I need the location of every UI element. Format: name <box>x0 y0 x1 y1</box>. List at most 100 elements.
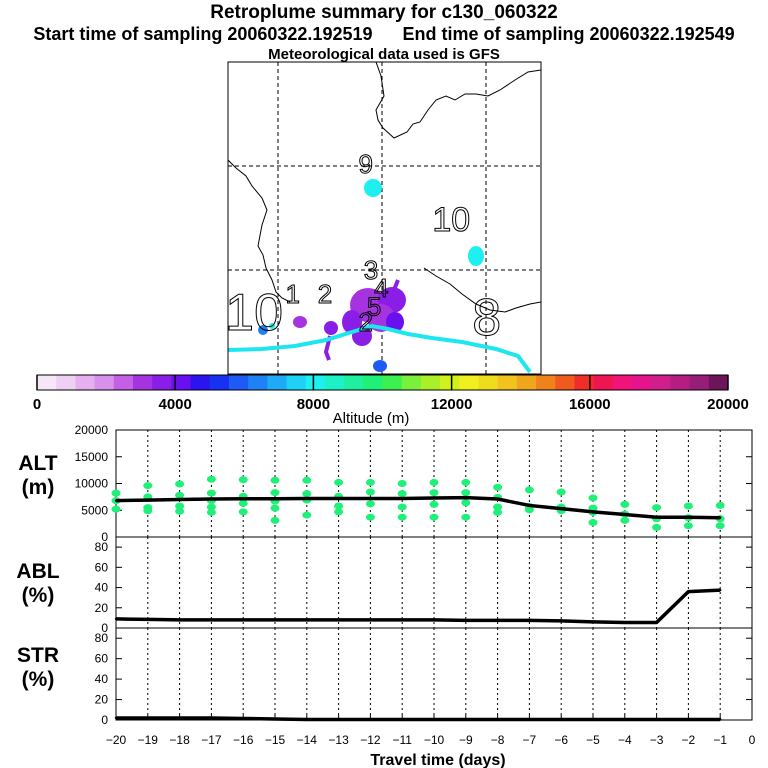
particle-point <box>143 504 153 512</box>
particle-point <box>365 488 375 496</box>
series-point <box>146 618 149 621</box>
particle-point <box>302 511 312 519</box>
colorbar-tick-label: 16000 <box>569 396 611 413</box>
timeseries-panels: 05000100001500020000ALT(m)020406080ABL(%… <box>16 423 755 768</box>
particle-point <box>270 516 280 524</box>
series-point <box>337 618 340 622</box>
plume-streak <box>391 279 402 300</box>
series-point <box>432 618 436 622</box>
y-tick-label: 60 <box>95 560 109 574</box>
x-tick-label: −6 <box>554 733 568 747</box>
sampling-times: Start time of sampling 20060322.192519 En… <box>0 24 768 45</box>
colorbar-cell <box>689 375 710 390</box>
colorbar-cell <box>708 375 729 390</box>
y-axis-label: ALT <box>18 452 57 475</box>
x-tick-label: −11 <box>392 733 412 747</box>
x-tick-label: −5 <box>586 733 600 747</box>
particle-point <box>652 504 662 512</box>
series-point <box>305 497 308 500</box>
colorbar-cell <box>401 375 422 390</box>
colorbar-tick-label: 4000 <box>159 396 192 413</box>
series-point <box>369 497 372 500</box>
particle-point <box>715 522 725 530</box>
particle-point <box>111 489 121 497</box>
plume-blob <box>364 179 382 197</box>
y-tick-label: 20000 <box>75 423 109 437</box>
y-tick-label: 40 <box>95 672 109 686</box>
colorbar-cell <box>209 375 230 390</box>
particle-point <box>302 476 312 484</box>
map-day-label: 5 <box>367 292 381 322</box>
x-tick-label: −10 <box>424 733 445 747</box>
colorbar-cell <box>228 375 249 390</box>
panel-abl: 0 20 40 60 80 ABL(%) <box>16 536 753 635</box>
colorbar-tick-label: 20000 <box>707 396 749 413</box>
particle-point <box>397 490 407 498</box>
particle-point <box>206 475 216 483</box>
x-tick-label: −1 <box>713 733 727 747</box>
x-tick-label: −7 <box>523 733 537 747</box>
x-tick-label: −18 <box>169 733 190 747</box>
colorbar-cell <box>113 375 134 390</box>
particle-point <box>238 476 248 484</box>
series-point <box>305 618 308 622</box>
series-point <box>687 516 690 519</box>
particle-point <box>620 500 630 508</box>
colorbar-cell <box>171 375 192 390</box>
map-day-label: 9 <box>358 149 372 179</box>
plume-blob <box>293 316 307 328</box>
series-point <box>560 619 563 623</box>
x-tick-label: 0 <box>749 733 756 747</box>
particle-point <box>238 499 248 507</box>
y-tick-label: 10000 <box>75 477 109 491</box>
particle-point <box>270 504 280 512</box>
particle-point <box>270 476 280 484</box>
particle-point <box>206 503 216 511</box>
particle-point <box>461 513 471 521</box>
plume-blob <box>324 321 338 335</box>
colorbar-cell <box>190 375 211 390</box>
colorbar-cell <box>37 375 57 390</box>
x-tick-label: −20 <box>106 733 127 747</box>
colorbar-cell <box>440 375 460 390</box>
series-point <box>242 618 245 622</box>
particle-point <box>429 513 439 521</box>
x-tick-label: −8 <box>491 733 505 747</box>
colorbar-cell <box>459 375 479 390</box>
particle-point <box>365 513 375 521</box>
start-time-label: Start time of sampling 20060322.192519 <box>33 24 373 44</box>
series-point <box>273 497 277 500</box>
map-day-label: 2 <box>358 307 372 337</box>
particle-point <box>397 480 407 487</box>
particle-point <box>143 482 153 490</box>
y-tick-label: 80 <box>95 540 109 554</box>
colorbar-cell <box>651 375 671 390</box>
particle-point <box>111 505 121 513</box>
particle-point <box>588 504 598 512</box>
series-point <box>114 499 118 502</box>
y-tick-label: 0 <box>101 713 108 727</box>
particle-point <box>270 489 280 497</box>
series-point <box>464 496 467 499</box>
x-tick-label: −17 <box>201 733 222 747</box>
x-tick-label: −4 <box>618 733 632 747</box>
colorbar-cell <box>324 375 345 390</box>
particle-point <box>429 500 439 508</box>
series-point <box>496 619 499 622</box>
y-tick-label: 20 <box>95 693 109 707</box>
colorbar-cell <box>305 375 326 390</box>
colorbar-label: Altitude (m) <box>333 410 410 427</box>
series-point <box>623 513 626 516</box>
series-point <box>528 619 531 622</box>
particle-point <box>365 500 375 508</box>
particle-point <box>397 513 407 521</box>
colorbar-cell <box>248 375 268 390</box>
map-day-label: 8 <box>472 289 501 347</box>
particle-point <box>493 508 503 516</box>
series-point <box>178 498 181 501</box>
colorbar-cell <box>670 375 691 390</box>
series-point <box>273 618 277 622</box>
